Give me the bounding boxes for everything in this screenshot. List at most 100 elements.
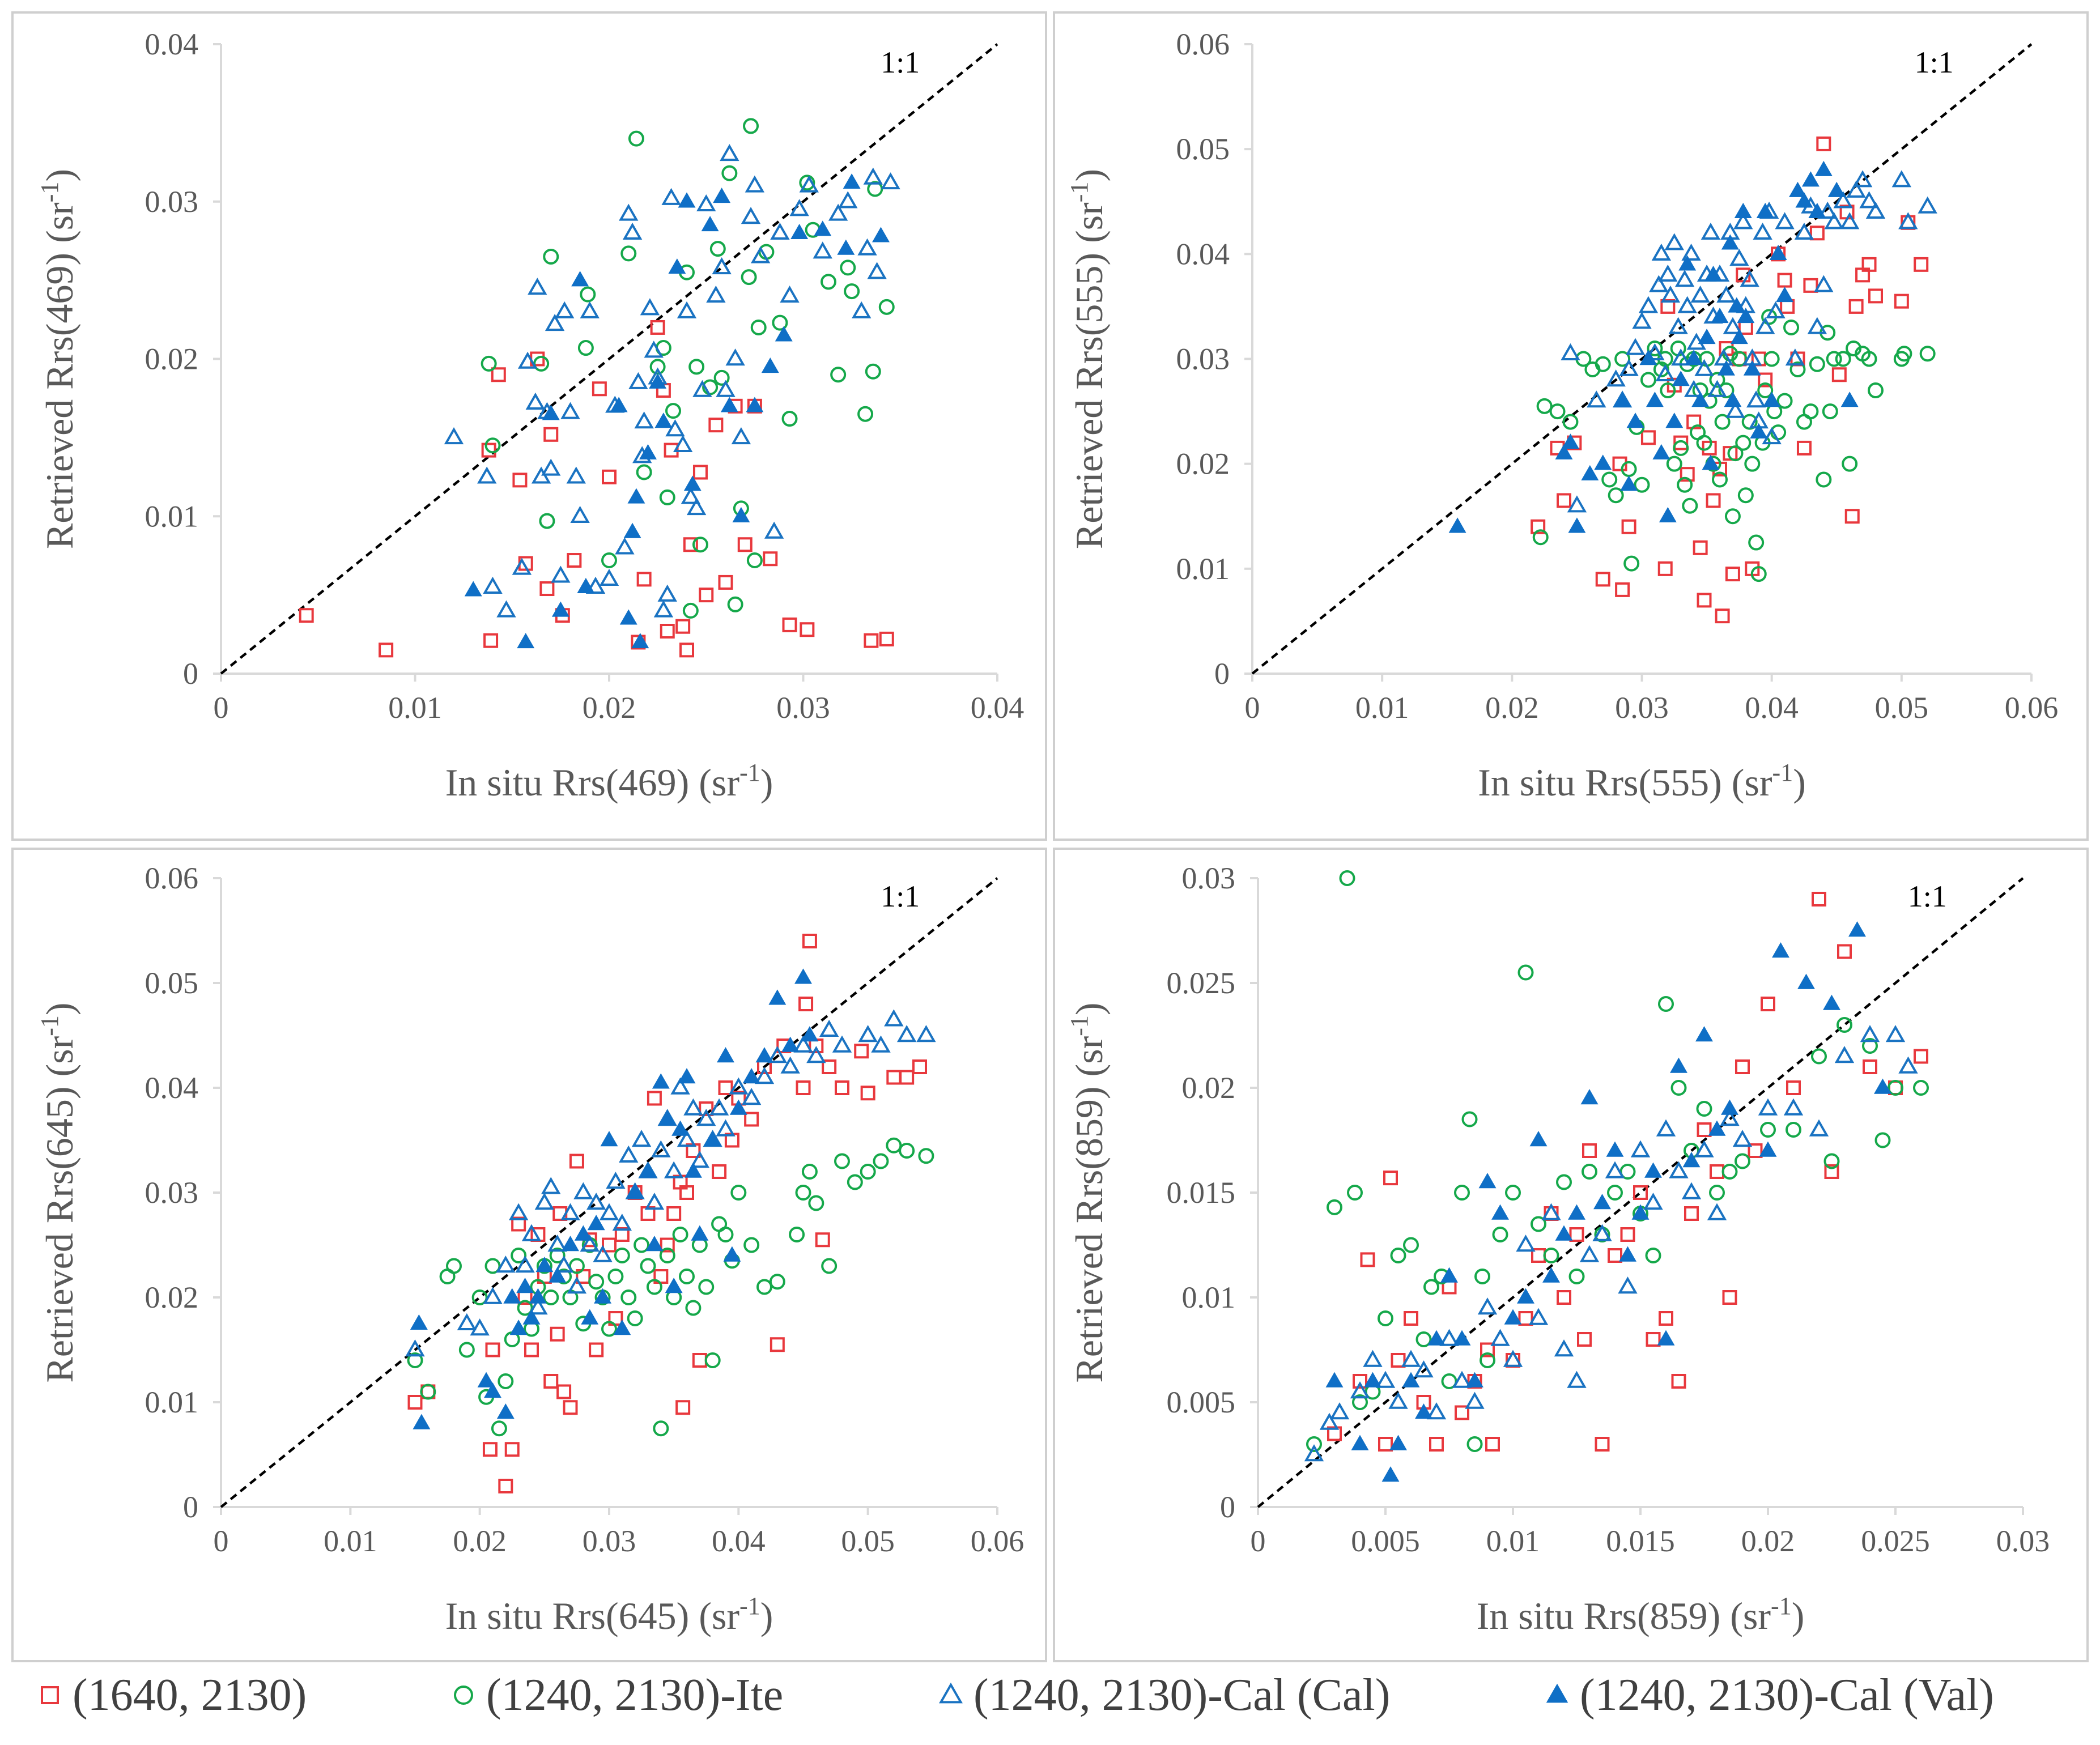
data-point bbox=[517, 351, 538, 369]
data-point bbox=[588, 1274, 605, 1290]
data-point bbox=[1763, 391, 1781, 407]
data-point bbox=[1673, 440, 1689, 456]
data-point bbox=[471, 1289, 488, 1305]
data-point bbox=[718, 574, 733, 590]
y-axis-title: Retrieved Rrs(859) (sr-1) bbox=[1065, 1002, 1111, 1382]
data-point bbox=[594, 1288, 612, 1304]
data-point bbox=[1809, 225, 1825, 241]
data-point bbox=[717, 1227, 734, 1242]
data-point bbox=[780, 286, 800, 303]
data-point bbox=[647, 1091, 662, 1106]
data-point bbox=[1660, 299, 1676, 314]
data-point bbox=[639, 1162, 657, 1178]
data-point bbox=[652, 1073, 670, 1089]
data-point bbox=[1835, 351, 1851, 367]
data-point bbox=[483, 1287, 503, 1304]
data-point bbox=[504, 1442, 520, 1457]
data-point bbox=[555, 301, 575, 318]
data-point bbox=[918, 1148, 934, 1164]
x-axis-title: In situ Rrs(645) (sr-1) bbox=[445, 1592, 773, 1637]
data-point bbox=[1516, 1235, 1536, 1252]
data-point bbox=[1794, 222, 1814, 240]
data-point bbox=[1666, 456, 1682, 472]
data-point bbox=[622, 222, 643, 240]
x-tick-label: 0.06 bbox=[971, 1524, 1025, 1558]
data-point bbox=[1709, 372, 1725, 388]
data-point bbox=[566, 466, 586, 484]
data-point bbox=[1668, 317, 1688, 334]
data-point bbox=[1659, 1311, 1673, 1326]
data-point bbox=[840, 259, 856, 276]
y-tick-label: 0.005 bbox=[1167, 1385, 1236, 1419]
data-point bbox=[631, 633, 649, 649]
data-point bbox=[860, 1164, 876, 1180]
data-point bbox=[508, 1203, 529, 1220]
y-tick-label: 0.01 bbox=[145, 1385, 199, 1419]
data-point bbox=[481, 355, 497, 372]
data-point bbox=[1528, 1308, 1549, 1325]
data-point bbox=[1732, 1130, 1753, 1147]
data-point bbox=[1783, 1098, 1804, 1116]
data-point bbox=[789, 199, 809, 216]
x-axis-title: In situ Rrs(555) (sr-1) bbox=[1478, 759, 1806, 804]
data-point bbox=[1480, 1352, 1495, 1368]
data-point bbox=[1721, 1164, 1738, 1180]
x-tick-label: 0.04 bbox=[1745, 691, 1799, 725]
data-point bbox=[686, 498, 707, 516]
data-point bbox=[587, 1215, 605, 1231]
data-point bbox=[1327, 1199, 1342, 1215]
x-tick-label: 0.02 bbox=[1741, 1524, 1795, 1558]
data-point bbox=[593, 1245, 613, 1262]
data-point bbox=[1542, 1267, 1560, 1283]
data-point bbox=[1696, 435, 1712, 451]
data-point bbox=[1569, 1227, 1584, 1242]
data-point bbox=[549, 1267, 567, 1283]
data-point bbox=[886, 1070, 902, 1085]
data-point bbox=[822, 1059, 837, 1074]
data-point bbox=[1652, 444, 1670, 459]
y-tick-label: 0.02 bbox=[1176, 447, 1230, 481]
x-tick-label: 0.02 bbox=[583, 691, 636, 725]
data-point bbox=[610, 397, 628, 412]
data-point bbox=[1846, 180, 1866, 198]
data-point bbox=[1826, 351, 1842, 367]
data-point bbox=[1734, 202, 1752, 218]
series-filled-triangle bbox=[1325, 921, 1891, 1482]
data-point bbox=[699, 588, 714, 603]
data-point bbox=[789, 1227, 805, 1242]
data-point bbox=[1706, 493, 1721, 508]
data-point bbox=[690, 1151, 710, 1168]
chart-panel-rrs645: 0 0.01 0.02 0.03 0.04 0.05 0.06 0 0.01 0.02 0.03 0.… bbox=[11, 848, 1047, 1662]
data-point bbox=[563, 1400, 578, 1415]
data-point bbox=[1896, 346, 1912, 362]
data-point bbox=[615, 537, 635, 555]
data-point bbox=[512, 557, 532, 575]
data-point bbox=[1595, 356, 1611, 372]
data-point bbox=[1673, 435, 1689, 450]
data-point bbox=[640, 298, 660, 316]
data-point bbox=[1783, 319, 1800, 335]
y-tick-label: 0.02 bbox=[145, 342, 199, 376]
data-point bbox=[1812, 892, 1826, 906]
data-point bbox=[1390, 1248, 1406, 1263]
data-point bbox=[1697, 1122, 1712, 1137]
data-point bbox=[716, 380, 736, 397]
data-point bbox=[1780, 299, 1795, 314]
data-point bbox=[1620, 1227, 1635, 1242]
data-point bbox=[464, 581, 482, 597]
y-tick-label: 0.03 bbox=[1176, 342, 1230, 376]
data-point bbox=[1364, 1372, 1381, 1388]
data-point bbox=[1630, 1140, 1651, 1157]
x-tick-label: 0.03 bbox=[1996, 1524, 2050, 1558]
data-point bbox=[692, 537, 708, 553]
data-point bbox=[742, 1068, 760, 1084]
data-point bbox=[1707, 380, 1727, 397]
series-filled-triangle bbox=[1448, 160, 1859, 533]
data-point bbox=[867, 262, 887, 279]
data-point bbox=[1549, 403, 1566, 420]
data-point bbox=[677, 301, 697, 318]
data-point bbox=[1620, 475, 1638, 491]
data-point bbox=[683, 537, 698, 552]
data-point bbox=[1859, 191, 1879, 208]
data-point bbox=[755, 1047, 773, 1063]
